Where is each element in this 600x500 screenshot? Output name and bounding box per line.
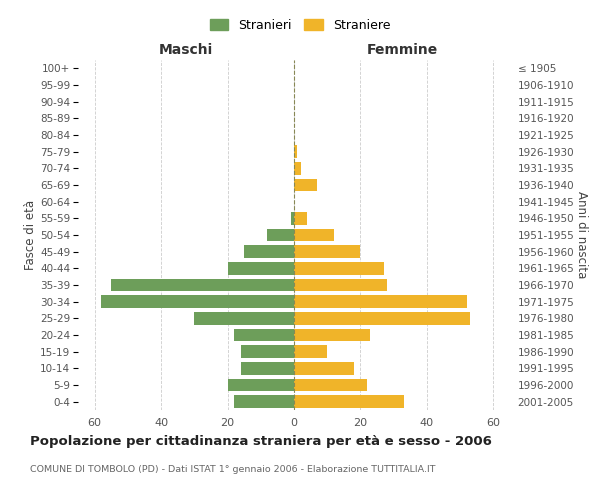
Bar [101, 296, 294, 308]
Bar [294, 362, 354, 374]
Bar [294, 246, 361, 258]
Bar [194, 312, 294, 324]
Y-axis label: Fasce di età: Fasce di età [25, 200, 37, 270]
Text: Femmine: Femmine [367, 42, 437, 56]
Bar [294, 379, 367, 391]
Bar [294, 329, 370, 341]
Bar [227, 262, 294, 274]
Bar [290, 212, 294, 224]
Bar [294, 312, 470, 324]
Bar [244, 246, 294, 258]
Legend: Stranieri, Straniere: Stranieri, Straniere [205, 14, 395, 37]
Bar [294, 146, 298, 158]
Bar [294, 279, 387, 291]
Bar [294, 346, 327, 358]
Bar [241, 362, 294, 374]
Bar [294, 396, 404, 408]
Bar [234, 329, 294, 341]
Bar [227, 379, 294, 391]
Text: Popolazione per cittadinanza straniera per età e sesso - 2006: Popolazione per cittadinanza straniera p… [30, 435, 492, 448]
Bar [111, 279, 294, 291]
Bar [268, 229, 294, 241]
Bar [234, 396, 294, 408]
Bar [294, 212, 307, 224]
Text: COMUNE DI TOMBOLO (PD) - Dati ISTAT 1° gennaio 2006 - Elaborazione TUTTITALIA.IT: COMUNE DI TOMBOLO (PD) - Dati ISTAT 1° g… [30, 465, 436, 474]
Y-axis label: Anni di nascita: Anni di nascita [575, 192, 588, 278]
Bar [294, 179, 317, 192]
Bar [294, 262, 384, 274]
Bar [294, 229, 334, 241]
Bar [294, 296, 467, 308]
Bar [294, 162, 301, 174]
Bar [241, 346, 294, 358]
Text: Maschi: Maschi [159, 42, 213, 56]
